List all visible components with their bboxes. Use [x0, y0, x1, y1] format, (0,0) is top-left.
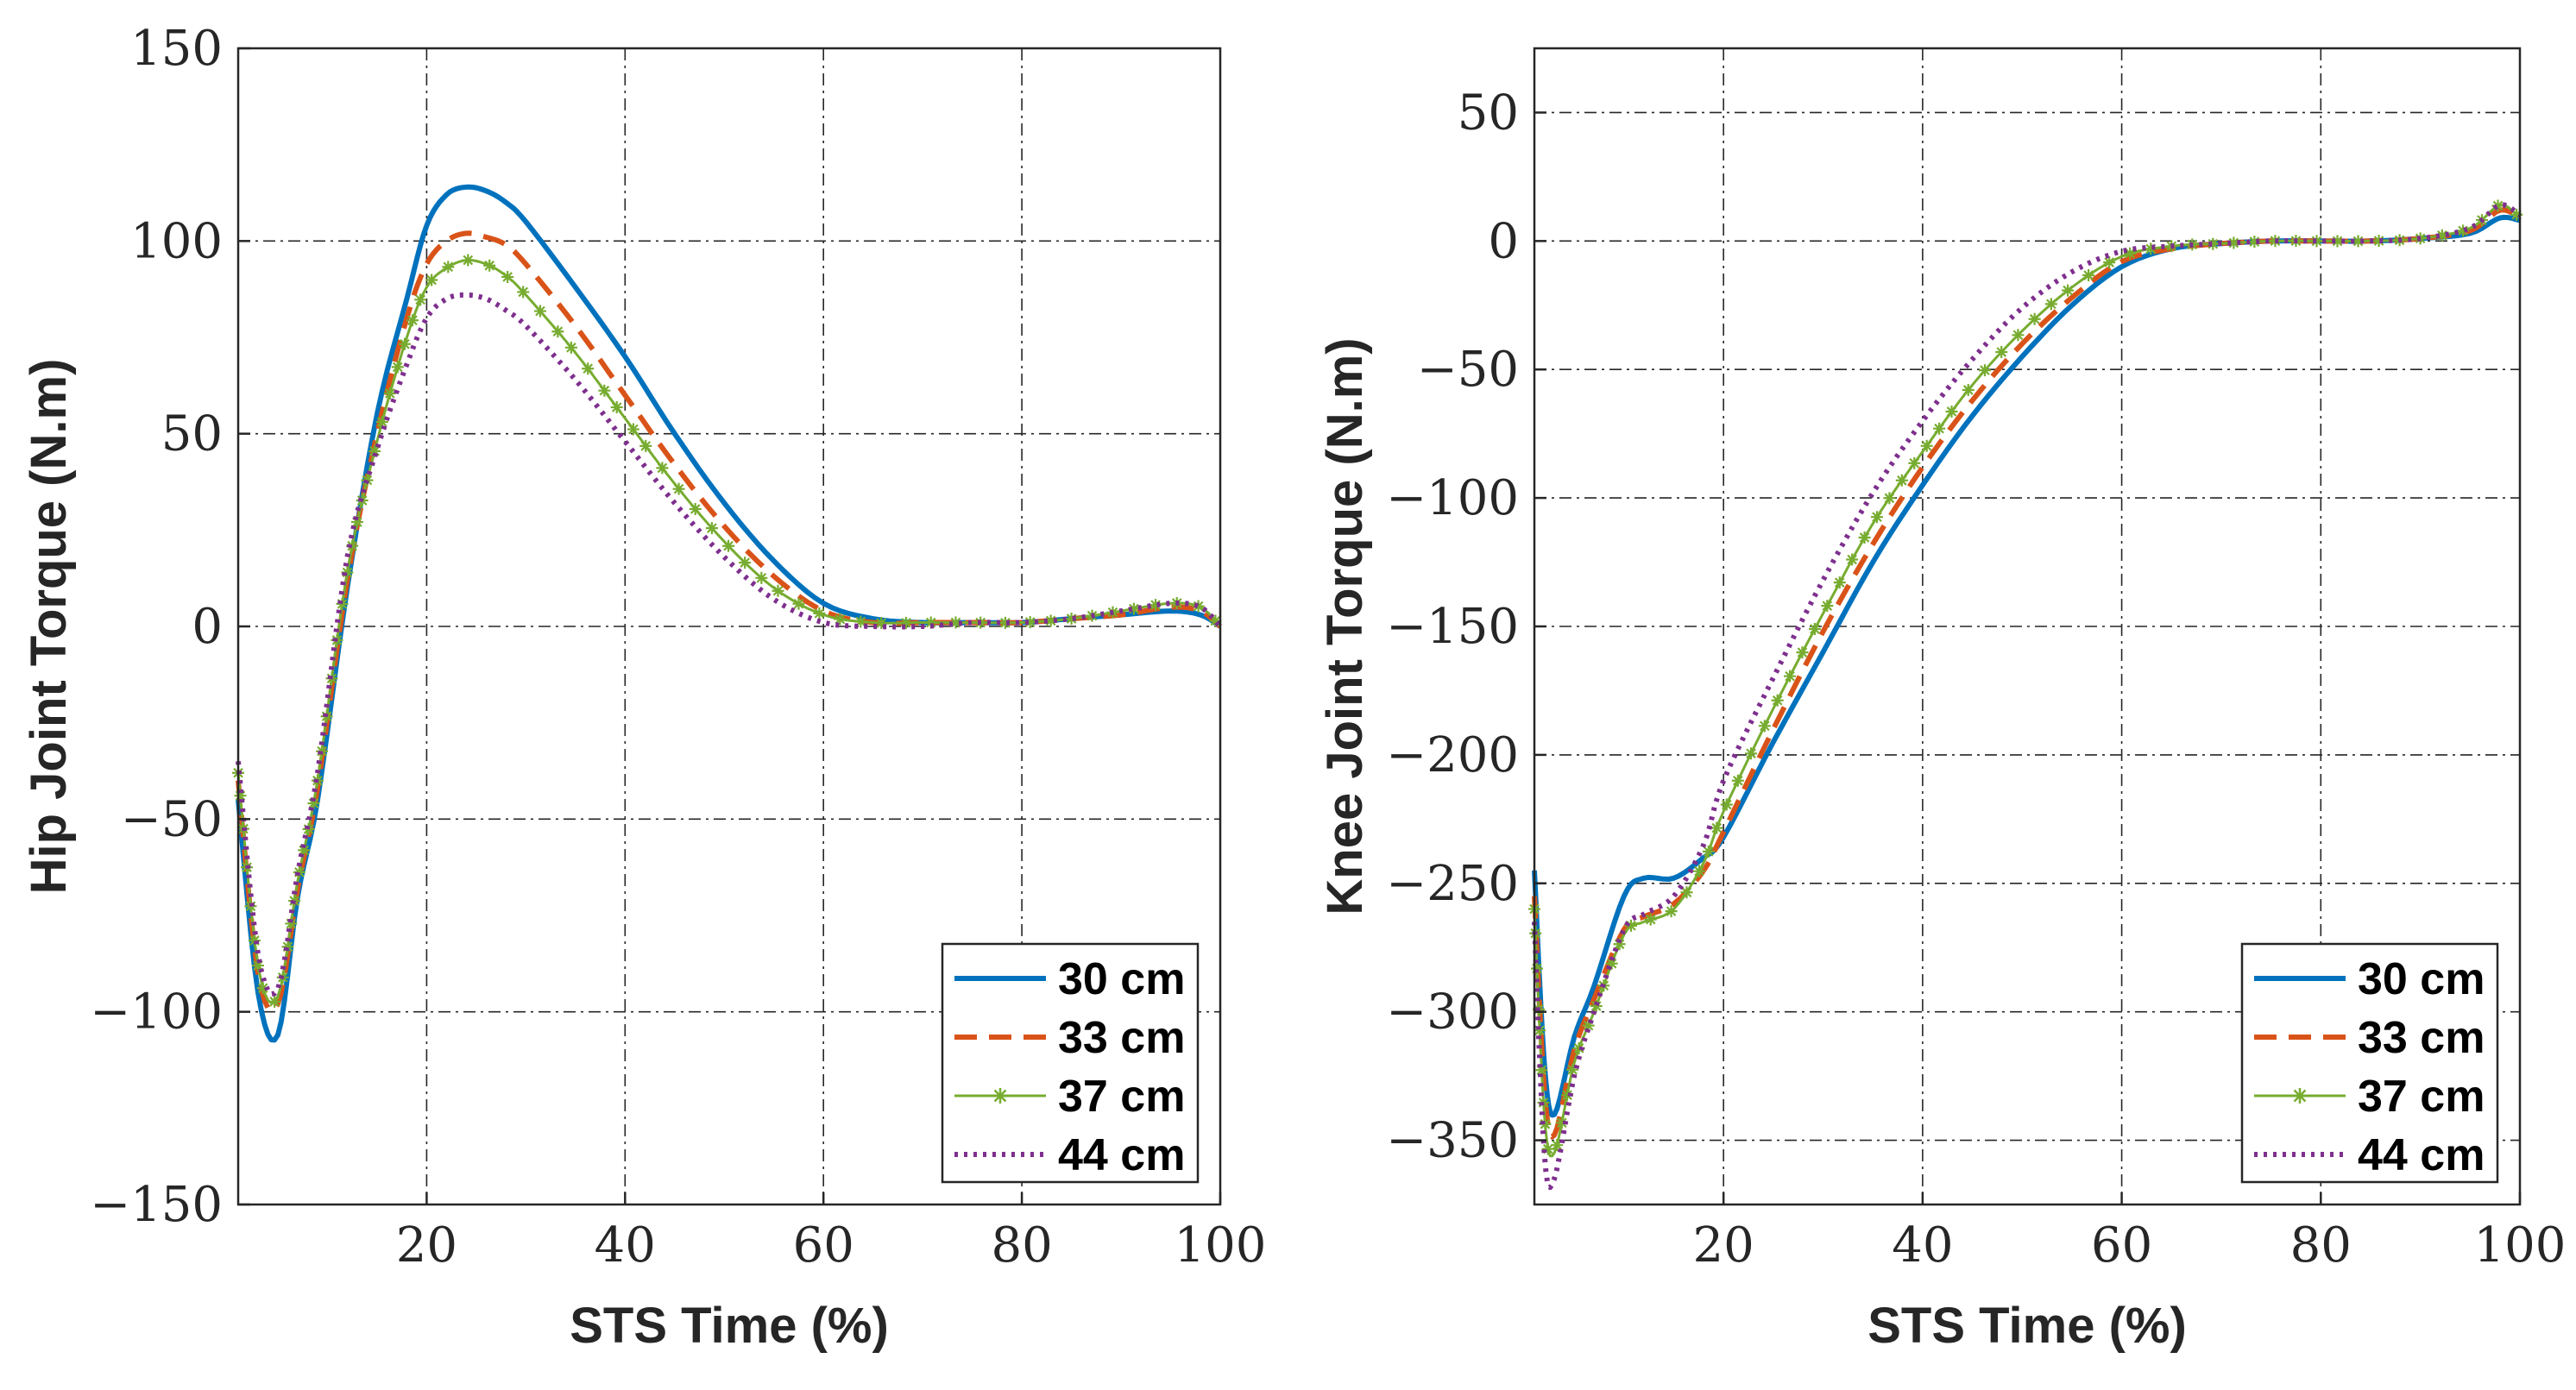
knee-y-tick-label: −300 — [1386, 984, 1519, 1041]
knee-y-tick-label: 0 — [1488, 213, 1519, 269]
knee-y-tick-label: −200 — [1386, 727, 1519, 783]
hip-series-layer — [232, 184, 1223, 1043]
knee-y-tick-label: 50 — [1458, 85, 1519, 141]
knee-x-tick-label: 100 — [2474, 1217, 2567, 1274]
hip-x-tick-label: 100 — [1175, 1217, 1267, 1274]
knee-torque-chart: 20 40 60 80 100 −350 −300 −250 −200 −150 −100 −50 0 5… — [1317, 47, 2566, 1354]
hip-legend-label-2: 37 cm — [1058, 1072, 1185, 1122]
knee-y-tick-label: −250 — [1386, 856, 1519, 912]
knee-legend-label-0: 30 cm — [2358, 954, 2485, 1004]
hip-x-tick-label: 40 — [595, 1217, 656, 1274]
hip-y-tick-label: 150 — [130, 21, 223, 77]
knee-grid — [1534, 48, 2520, 1204]
knee-legend-label-2: 37 cm — [2358, 1072, 2485, 1122]
hip-torque-chart: 20 40 60 80 100 −150 −100 −50 0 50 100 150 STS Time… — [21, 21, 1266, 1354]
knee-x-axis-label: STS Time (%) — [1867, 1298, 2187, 1354]
knee-legend-label-1: 33 cm — [2358, 1013, 2485, 1063]
hip-ticks: 20 40 60 80 100 −150 −100 −50 0 50 100 150 — [90, 21, 1266, 1274]
knee-x-tick-label: 60 — [2091, 1217, 2152, 1274]
hip-x-tick-label: 60 — [793, 1217, 854, 1274]
knee-series-layer — [1528, 199, 2523, 1191]
hip-legend-label-3: 44 cm — [1058, 1130, 1185, 1180]
knee-y-tick-label: −150 — [1386, 599, 1519, 655]
hip-y-tick-label: 0 — [192, 599, 223, 655]
hip-y-tick-label: 100 — [130, 213, 223, 269]
hip-x-tick-label: 80 — [991, 1217, 1052, 1274]
knee-legend-box — [2240, 942, 2499, 1184]
knee-y-tick-label: −50 — [1417, 342, 1519, 398]
hip-y-tick-label: −150 — [90, 1177, 223, 1233]
knee-y-tick-label: −350 — [1386, 1113, 1519, 1169]
knee-legend-marker-2 — [2292, 1088, 2308, 1104]
knee-legend-label-3: 44 cm — [2358, 1130, 2485, 1180]
hip-legend-marker-2 — [992, 1088, 1008, 1104]
hip-y-tick-label: −100 — [90, 984, 223, 1041]
knee-y-tick-label: −100 — [1386, 470, 1519, 526]
knee-y-axis-label: Knee Joint Torque (N.m) — [1317, 337, 1373, 915]
hip-y-tick-label: 50 — [161, 406, 223, 462]
hip-x-axis-label: STS Time (%) — [570, 1298, 889, 1354]
hip-grid — [238, 48, 1220, 1204]
hip-legend-label-1: 33 cm — [1058, 1013, 1185, 1063]
hip-y-tick-label: −50 — [121, 791, 223, 847]
hip-y-axis-label: Hip Joint Torque (N.m) — [21, 359, 77, 895]
knee-ticks: 20 40 60 80 100 −350 −300 −250 −200 −150 −100 −50 0 5… — [1386, 85, 2566, 1274]
knee-x-tick-label: 80 — [2290, 1217, 2352, 1274]
hip-legend-box — [941, 942, 1200, 1184]
hip-legend: 30 cm 33 cm 37 cm 44 cm — [941, 942, 1200, 1184]
hip-legend-label-0: 30 cm — [1058, 954, 1185, 1004]
knee-x-tick-label: 40 — [1892, 1217, 1953, 1274]
hip-x-tick-label: 20 — [396, 1217, 457, 1274]
knee-legend: 30 cm 33 cm 37 cm 44 cm — [2240, 942, 2499, 1184]
knee-x-tick-label: 20 — [1693, 1217, 1754, 1274]
knee-series-3-line — [1532, 202, 2522, 1191]
